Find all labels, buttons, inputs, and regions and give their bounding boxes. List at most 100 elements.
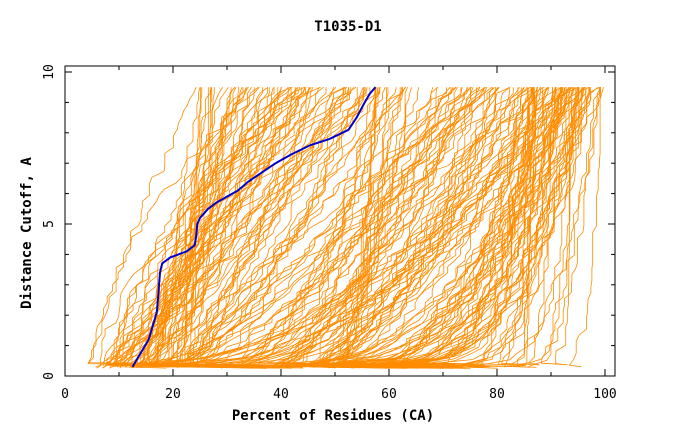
model-curve: [317, 87, 401, 365]
model-curve: [234, 86, 573, 368]
model-curve: [319, 87, 463, 369]
model-curve: [477, 87, 601, 368]
model-curve: [397, 86, 528, 367]
model-curve: [341, 87, 532, 366]
model-curve: [282, 87, 580, 366]
model-curve: [497, 87, 562, 367]
model-curve: [184, 87, 345, 367]
model-curve: [147, 86, 487, 366]
model-curve: [131, 86, 324, 369]
x-axis-ticks: 0 20 40 60 80 100: [61, 66, 617, 402]
model-curve: [274, 86, 407, 366]
model-curve: [165, 87, 474, 367]
x-tick-label: 40: [273, 387, 289, 402]
y-tick-label: 5: [42, 220, 57, 228]
model-curve: [221, 86, 456, 369]
model-curve: [428, 87, 562, 369]
model-curve: [321, 87, 408, 365]
model-curve: [95, 86, 293, 368]
series-layer: [87, 86, 604, 369]
model-curve: [340, 87, 387, 367]
model-curve: [465, 87, 590, 366]
model-curve: [199, 87, 454, 367]
model-curve: [284, 86, 496, 368]
model-curve: [504, 87, 532, 368]
model-curve: [169, 86, 563, 367]
model-curve: [161, 87, 211, 365]
model-curve: [337, 87, 519, 365]
model-curve: [383, 87, 554, 367]
model-curve: [521, 87, 539, 365]
x-axis-label: Percent of Residues (CA): [232, 408, 434, 424]
model-curve: [252, 87, 488, 368]
y-axis-ticks: 0 5 10: [42, 64, 615, 380]
model-curve: [102, 87, 309, 369]
y-tick-label: 10: [42, 64, 57, 80]
model-curve: [155, 87, 335, 366]
model-curve: [180, 87, 494, 366]
model-curve: [106, 87, 300, 367]
model-curve: [308, 86, 550, 366]
model-curve: [114, 86, 229, 369]
model-curve: [127, 87, 243, 366]
model-curve: [304, 87, 538, 368]
model-curve: [282, 87, 438, 366]
x-tick-label: 0: [61, 387, 69, 402]
model-curve: [339, 87, 562, 368]
model-curve: [197, 87, 366, 366]
model-curve: [480, 87, 538, 368]
model-curve: [335, 87, 550, 369]
model-curve: [285, 86, 439, 367]
x-tick-label: 60: [381, 387, 397, 402]
model-curve: [169, 86, 259, 367]
model-curve: [540, 87, 601, 366]
model-curve: [248, 86, 525, 365]
model-curve: [311, 86, 493, 367]
model-curve: [130, 86, 451, 369]
model-curve: [179, 86, 312, 366]
model-curve: [157, 87, 485, 367]
model-curve: [186, 86, 499, 367]
model-curve: [299, 87, 376, 369]
model-curve: [292, 87, 534, 365]
model-curve: [192, 87, 215, 367]
model-curve: [308, 87, 477, 366]
model-curve: [344, 87, 376, 366]
x-tick-label: 100: [593, 387, 616, 402]
x-tick-label: 20: [165, 387, 181, 402]
model-curve: [104, 86, 298, 368]
model-curve: [134, 86, 549, 366]
y-axis-label: Distance Cutoff, A: [19, 157, 35, 309]
model-curve: [115, 86, 249, 367]
model-curve: [177, 87, 468, 368]
model-curve: [139, 87, 306, 366]
model-curve: [209, 86, 573, 368]
model-curve: [312, 87, 403, 368]
model-curve: [396, 86, 550, 369]
model-curve: [399, 86, 535, 365]
model-curve: [324, 86, 511, 365]
model-curve: [521, 87, 602, 367]
model-curve: [189, 87, 358, 367]
model-curve: [87, 87, 197, 366]
model-curve: [356, 87, 553, 369]
model-curve: [129, 87, 247, 368]
model-curve: [237, 87, 557, 365]
plot-frame: [64, 65, 616, 377]
model-curve: [568, 87, 604, 368]
model-curve: [374, 87, 580, 369]
model-curve: [237, 87, 371, 367]
model-curve: [117, 87, 270, 368]
model-curve: [467, 87, 529, 369]
model-curve: [313, 87, 413, 367]
highlight-curve: [131, 86, 377, 368]
model-curve: [125, 86, 289, 368]
model-curve: [274, 86, 531, 367]
model-curve: [157, 87, 306, 365]
x-tick-label: 80: [489, 387, 505, 402]
model-curve: [175, 87, 380, 366]
y-tick-label: 0: [42, 372, 57, 380]
model-curve: [338, 87, 522, 365]
model-curve: [203, 86, 472, 367]
